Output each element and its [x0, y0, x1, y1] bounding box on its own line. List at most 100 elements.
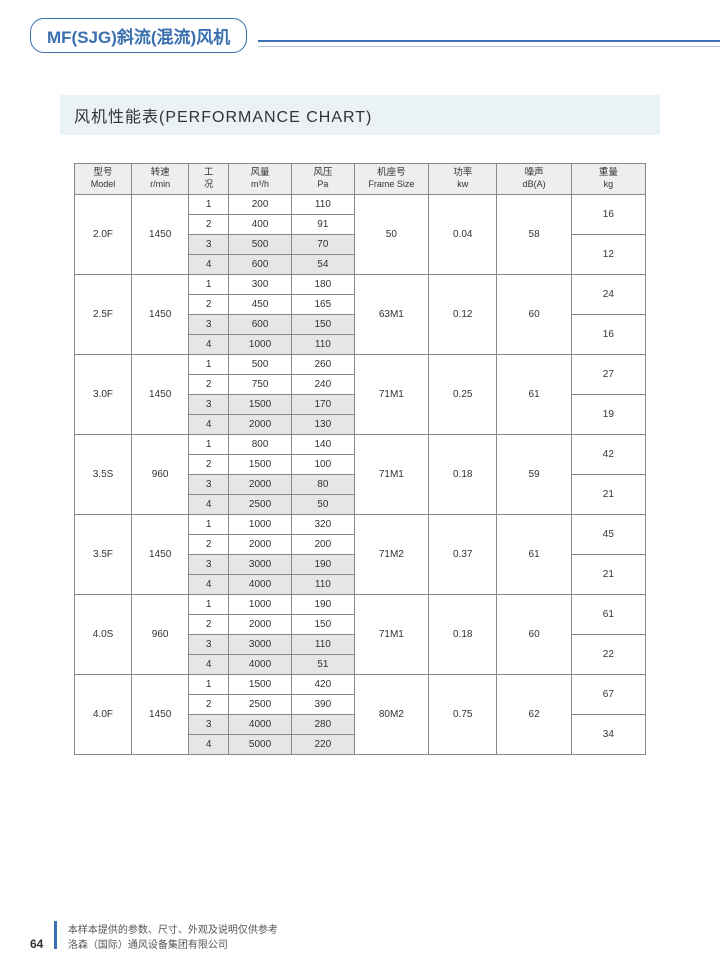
cell-noise: 62: [497, 675, 571, 755]
cell-condition: 1: [189, 595, 229, 615]
cell-volume: 1500: [229, 455, 292, 475]
col-header: 风压Pa: [291, 164, 354, 195]
cell-condition: 1: [189, 675, 229, 695]
cell-pressure: 200: [291, 535, 354, 555]
cell-pressure: 54: [291, 255, 354, 275]
footer-company: 洛森（国际）通风设备集团有限公司: [68, 940, 228, 951]
col-header: 功率kw: [428, 164, 497, 195]
cell-volume: 2000: [229, 475, 292, 495]
cell-volume: 800: [229, 435, 292, 455]
cell-condition: 3: [189, 395, 229, 415]
cell-noise: 58: [497, 195, 571, 275]
cell-pressure: 190: [291, 555, 354, 575]
cell-volume: 4000: [229, 655, 292, 675]
cell-frame: 71M1: [354, 595, 428, 675]
table-row: 3.0F1450150026071M10.256127: [75, 355, 646, 375]
cell-pressure: 240: [291, 375, 354, 395]
cell-weight: 42: [571, 435, 645, 475]
cell-weight: 67: [571, 675, 645, 715]
cell-condition: 2: [189, 535, 229, 555]
page-header: MF(SJG)斜流(混流)风机: [0, 0, 720, 47]
cell-weight: 19: [571, 395, 645, 435]
cell-pressure: 390: [291, 695, 354, 715]
cell-condition: 2: [189, 615, 229, 635]
table-row: 2.0F14501200110500.045816: [75, 195, 646, 215]
cell-noise: 60: [497, 595, 571, 675]
cell-power: 0.25: [428, 355, 497, 435]
cell-condition: 4: [189, 335, 229, 355]
cell-volume: 400: [229, 215, 292, 235]
performance-table: 型号Model转速r/min工况风量m³/h风压Pa机座号Frame Size功…: [74, 163, 646, 755]
cell-weight: 45: [571, 515, 645, 555]
table-row: 2.5F1450130018063M10.126024: [75, 275, 646, 295]
table-row: 3.5F14501100032071M20.376145: [75, 515, 646, 535]
cell-condition: 3: [189, 235, 229, 255]
cell-pressure: 110: [291, 635, 354, 655]
cell-frame: 63M1: [354, 275, 428, 355]
section-title: 风机性能表(PERFORMANCE CHART): [60, 95, 660, 135]
cell-noise: 60: [497, 275, 571, 355]
col-header: 型号Model: [75, 164, 132, 195]
cell-weight: 24: [571, 275, 645, 315]
cell-volume: 4000: [229, 575, 292, 595]
cell-pressure: 190: [291, 595, 354, 615]
cell-volume: 450: [229, 295, 292, 315]
cell-pressure: 165: [291, 295, 354, 315]
cell-condition: 4: [189, 735, 229, 755]
col-header: 噪声dB(A): [497, 164, 571, 195]
cell-pressure: 140: [291, 435, 354, 455]
cell-model: 4.0F: [75, 675, 132, 755]
cell-power: 0.37: [428, 515, 497, 595]
cell-weight: 16: [571, 315, 645, 355]
cell-speed: 1450: [132, 675, 189, 755]
table-row: 4.0S9601100019071M10.186061: [75, 595, 646, 615]
cell-pressure: 280: [291, 715, 354, 735]
cell-weight: 61: [571, 595, 645, 635]
cell-speed: 960: [132, 595, 189, 675]
cell-volume: 4000: [229, 715, 292, 735]
cell-condition: 3: [189, 555, 229, 575]
cell-volume: 2500: [229, 695, 292, 715]
cell-frame: 71M2: [354, 515, 428, 595]
cell-condition: 2: [189, 695, 229, 715]
cell-speed: 1450: [132, 515, 189, 595]
cell-condition: 4: [189, 655, 229, 675]
header-rule: [258, 40, 720, 42]
cell-volume: 1500: [229, 675, 292, 695]
col-header: 风量m³/h: [229, 164, 292, 195]
cell-volume: 500: [229, 235, 292, 255]
cell-noise: 61: [497, 515, 571, 595]
cell-volume: 2000: [229, 535, 292, 555]
cell-pressure: 150: [291, 615, 354, 635]
cell-pressure: 130: [291, 415, 354, 435]
cell-volume: 600: [229, 255, 292, 275]
cell-condition: 4: [189, 495, 229, 515]
cell-model: 2.0F: [75, 195, 132, 275]
cell-model: 3.5F: [75, 515, 132, 595]
cell-pressure: 70: [291, 235, 354, 255]
cell-volume: 200: [229, 195, 292, 215]
cell-volume: 3000: [229, 635, 292, 655]
cell-power: 0.04: [428, 195, 497, 275]
cell-pressure: 420: [291, 675, 354, 695]
cell-pressure: 50: [291, 495, 354, 515]
cell-volume: 600: [229, 315, 292, 335]
cell-power: 0.12: [428, 275, 497, 355]
cell-power: 0.18: [428, 435, 497, 515]
cell-pressure: 110: [291, 335, 354, 355]
cell-condition: 2: [189, 295, 229, 315]
cell-volume: 1000: [229, 595, 292, 615]
cell-condition: 1: [189, 515, 229, 535]
col-header: 工况: [189, 164, 229, 195]
cell-speed: 1450: [132, 355, 189, 435]
cell-volume: 1500: [229, 395, 292, 415]
cell-pressure: 51: [291, 655, 354, 675]
cell-pressure: 260: [291, 355, 354, 375]
cell-condition: 1: [189, 435, 229, 455]
cell-volume: 500: [229, 355, 292, 375]
cell-condition: 4: [189, 575, 229, 595]
table-row: 3.5S960180014071M10.185942: [75, 435, 646, 455]
cell-condition: 3: [189, 635, 229, 655]
cell-pressure: 80: [291, 475, 354, 495]
cell-condition: 3: [189, 475, 229, 495]
